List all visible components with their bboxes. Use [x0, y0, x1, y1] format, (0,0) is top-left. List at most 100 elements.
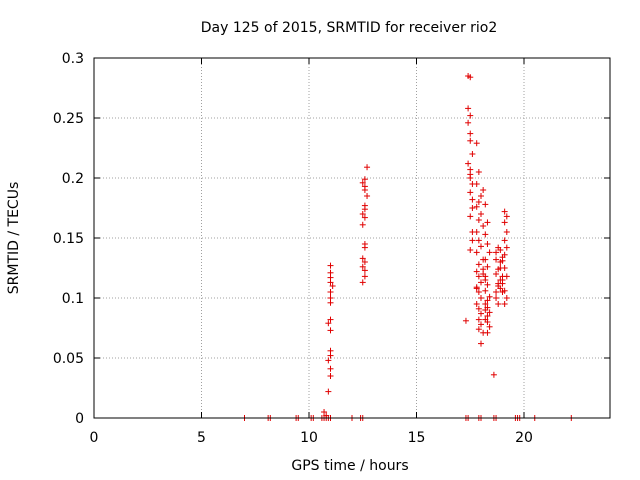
data-point — [359, 221, 366, 228]
data-point — [473, 268, 480, 275]
data-point — [475, 305, 482, 312]
data-point — [482, 301, 489, 307]
data-point — [473, 285, 480, 292]
y-tick-label: 0 — [75, 411, 84, 427]
data-point — [467, 247, 474, 253]
data-point — [493, 271, 500, 277]
data-point — [499, 277, 506, 283]
data-point — [478, 340, 484, 347]
x-tick-label: 0 — [90, 430, 99, 446]
data-point — [493, 256, 500, 263]
data-point — [361, 183, 368, 190]
data-point — [473, 203, 480, 210]
data-point — [484, 219, 491, 226]
data-point — [484, 319, 491, 325]
data-point — [503, 213, 510, 220]
data-point — [503, 295, 510, 301]
data-point — [486, 309, 493, 316]
data-point — [465, 119, 472, 126]
data-point — [482, 231, 489, 238]
data-point — [493, 289, 500, 295]
data-point — [503, 244, 510, 251]
data-point — [473, 181, 480, 187]
y-tick-label: 0.25 — [53, 111, 84, 127]
data-point — [475, 199, 482, 205]
data-point — [473, 249, 480, 256]
data-point — [467, 137, 474, 144]
data-point — [469, 237, 476, 244]
data-point — [475, 217, 482, 223]
data-point — [325, 388, 332, 395]
data-point — [327, 295, 334, 301]
data-point — [484, 281, 491, 288]
chart-title: Day 125 of 2015, SRMTID for receiver rio… — [201, 20, 498, 36]
data-point — [495, 301, 502, 307]
data-point — [475, 237, 482, 244]
data-point — [359, 263, 366, 270]
data-point — [327, 289, 334, 295]
data-point — [501, 237, 508, 244]
data-point — [473, 229, 480, 235]
x-axis-label: GPS time / hours — [291, 458, 408, 474]
x-tick-label: 5 — [197, 430, 206, 446]
data-point — [359, 279, 366, 286]
data-point — [467, 112, 474, 119]
data-point — [473, 301, 480, 307]
data-point — [484, 313, 491, 319]
data-point — [364, 193, 371, 199]
data-point — [486, 293, 493, 300]
data-point — [501, 219, 508, 226]
data-point — [361, 273, 368, 280]
data-point — [325, 320, 332, 327]
data-point — [361, 241, 368, 247]
data-point — [475, 273, 482, 280]
data-point — [499, 257, 506, 264]
data-point — [497, 247, 504, 253]
data-point — [493, 295, 500, 301]
data-point — [475, 261, 482, 268]
data-point — [325, 357, 332, 364]
data-point — [482, 273, 489, 280]
data-point — [465, 160, 472, 167]
data-point — [327, 327, 334, 334]
data-point — [480, 187, 487, 193]
data-point — [480, 266, 487, 273]
data-point — [469, 151, 476, 157]
data-point — [482, 256, 489, 263]
data-point — [484, 329, 491, 336]
data-point — [467, 74, 474, 81]
data-point — [478, 279, 484, 286]
gridlines — [94, 58, 610, 418]
data-point — [329, 283, 336, 289]
data-point — [327, 373, 334, 379]
data-point — [327, 316, 334, 323]
data-point — [478, 243, 484, 250]
data-point — [361, 267, 368, 274]
data-point — [475, 289, 482, 295]
data-points — [241, 73, 575, 421]
y-axis-label: SRMTID / TECUs — [6, 182, 22, 295]
data-point — [497, 285, 504, 292]
data-point — [501, 251, 508, 258]
data-point — [478, 310, 484, 317]
data-point — [478, 211, 484, 217]
y-tick-label: 0.1 — [62, 291, 84, 307]
data-point — [490, 371, 497, 378]
data-point — [359, 211, 366, 217]
y-tick-label: 0.15 — [53, 231, 84, 247]
data-point — [467, 130, 474, 137]
data-point — [364, 164, 371, 171]
data-point — [359, 179, 366, 186]
data-point — [327, 365, 334, 372]
plot-frame — [93, 57, 611, 419]
data-point — [503, 273, 510, 280]
data-point — [327, 269, 334, 276]
data-point — [361, 176, 368, 183]
y-tick-label: 0.2 — [62, 171, 84, 187]
data-point — [469, 196, 476, 203]
data-point — [465, 105, 472, 112]
data-point — [480, 223, 487, 229]
data-point — [361, 259, 368, 265]
data-point — [473, 140, 480, 147]
